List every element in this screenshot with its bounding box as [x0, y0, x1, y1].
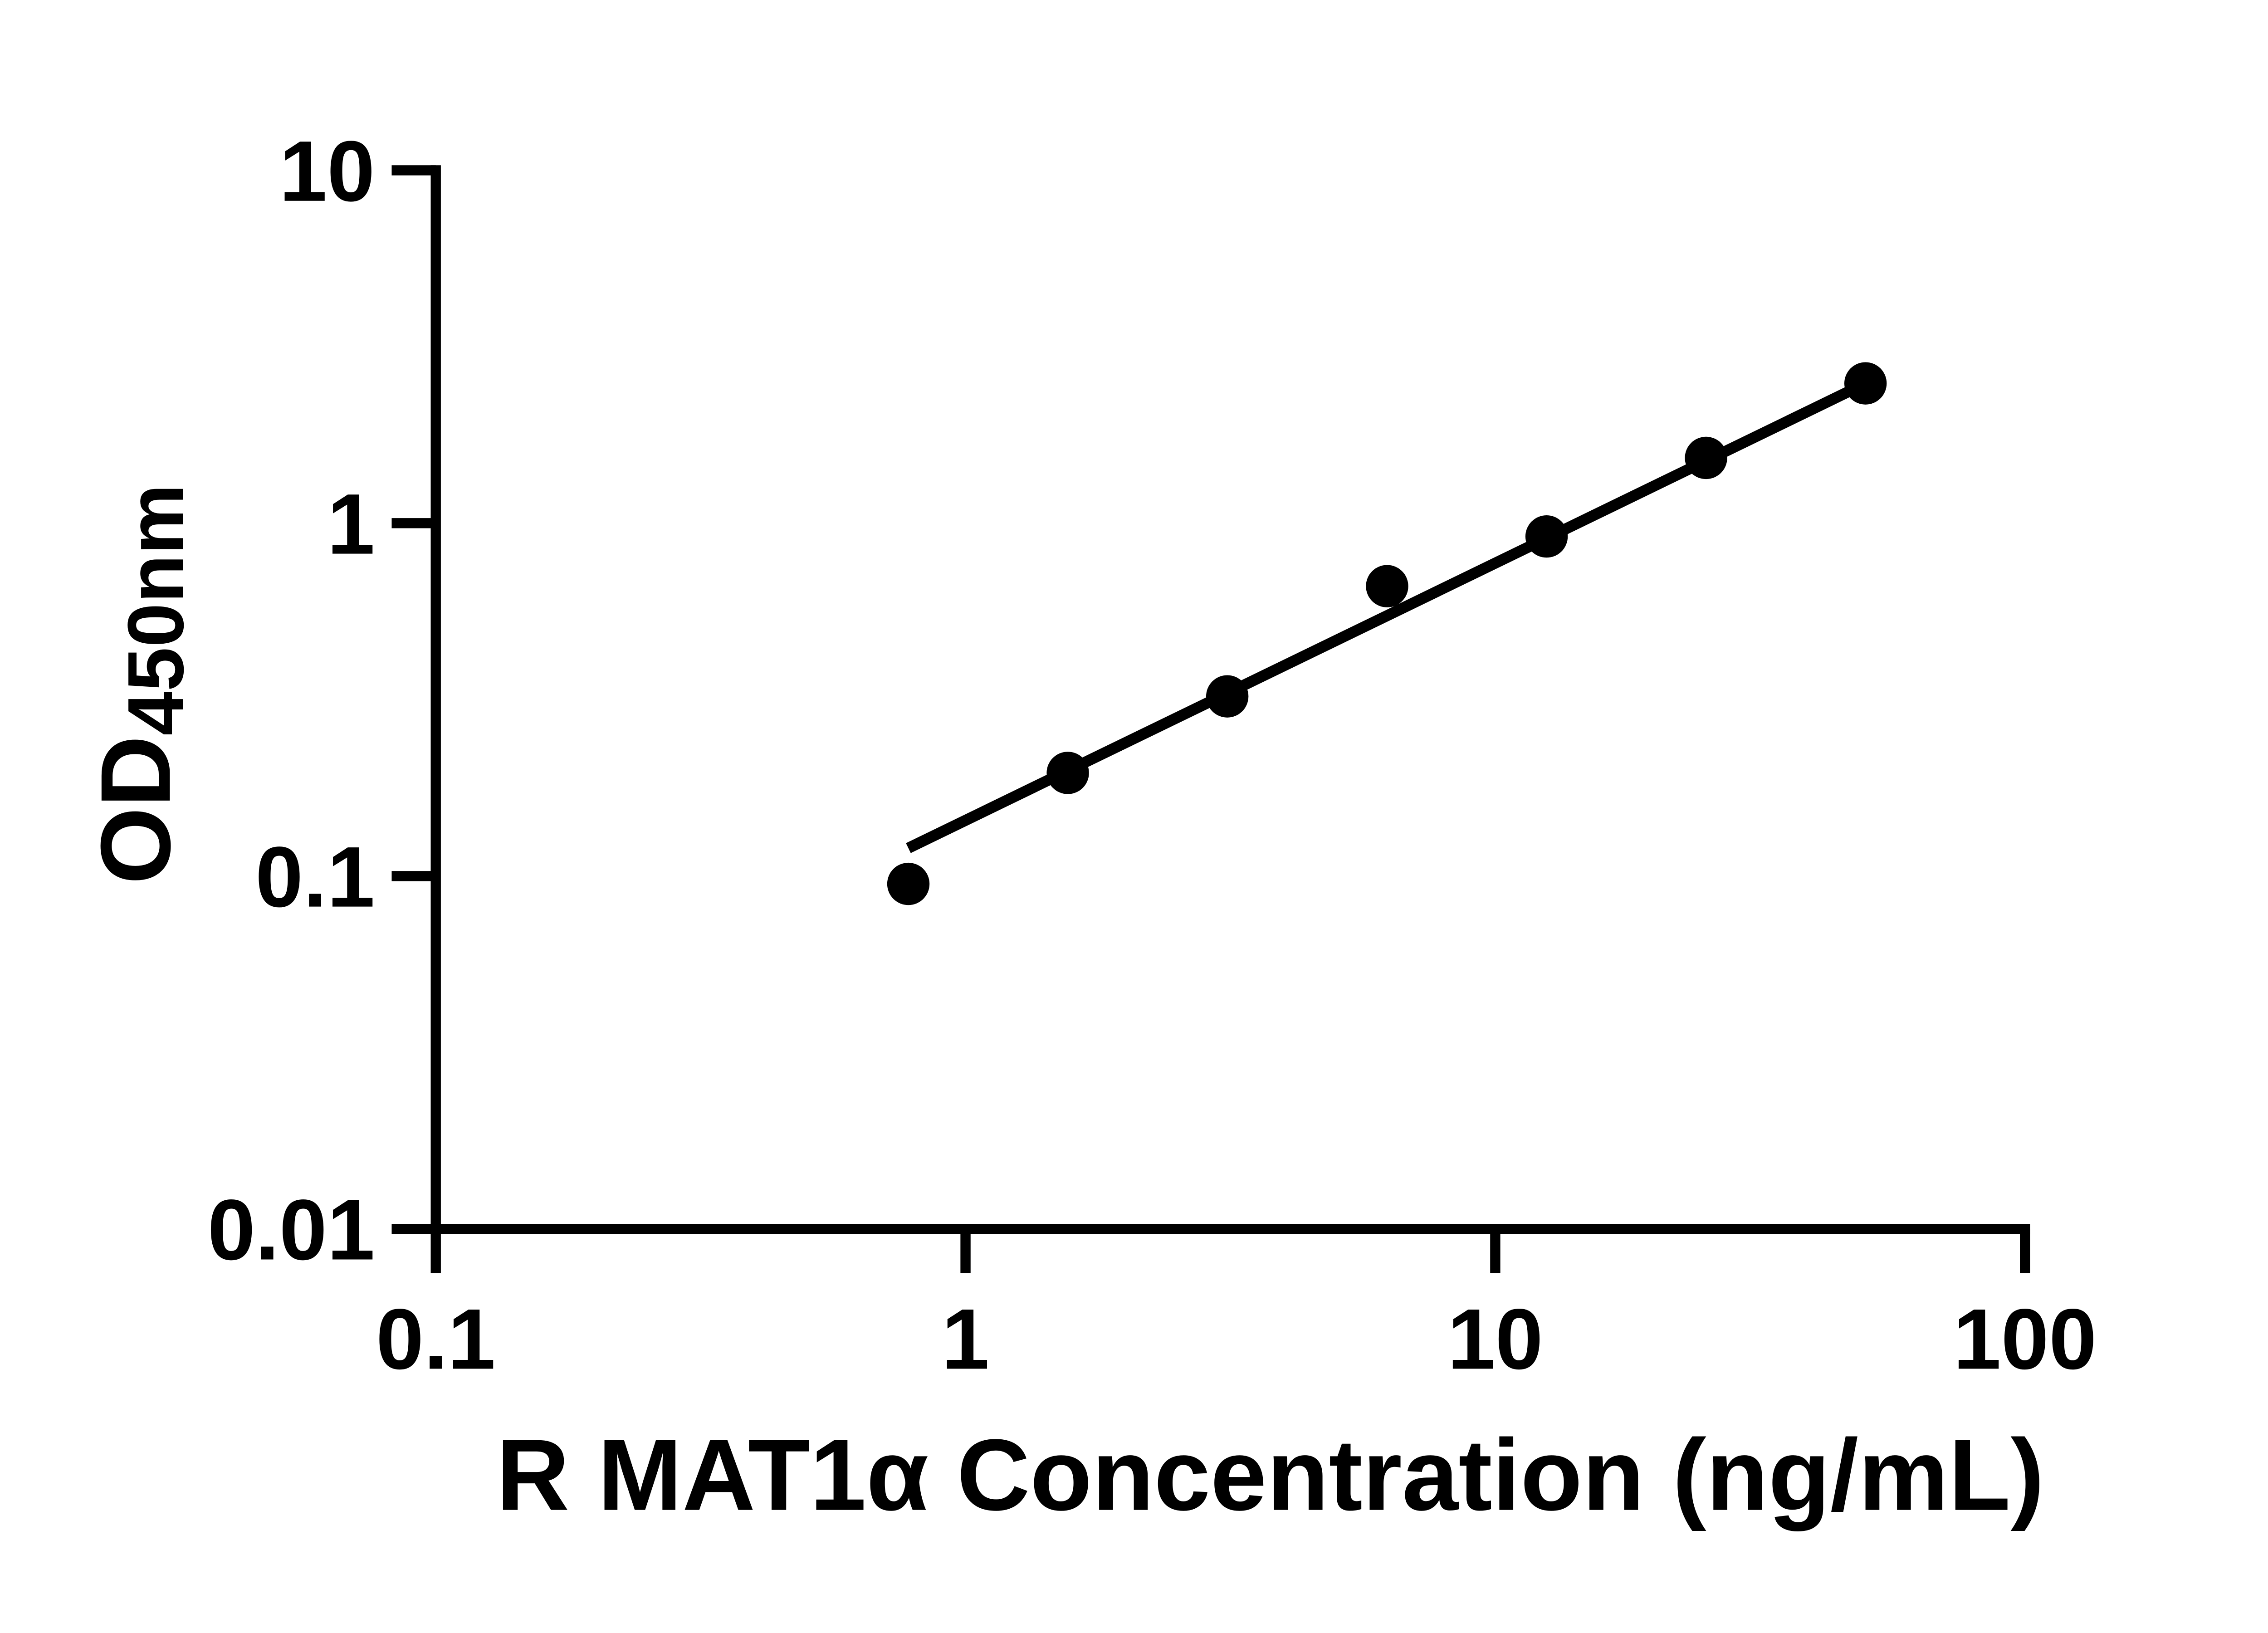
- data-point: [1525, 515, 1568, 558]
- x-tick-label-0: 0.1: [376, 1291, 496, 1387]
- data-point: [1046, 752, 1089, 794]
- data-point: [1844, 362, 1887, 405]
- y-tick-label-1: 1: [327, 476, 375, 572]
- data-point: [1206, 675, 1249, 718]
- y-tick-label-0: 10: [279, 123, 375, 220]
- y-tick-label-2: 0.1: [255, 829, 375, 925]
- x-axis-title: R MAT1α Concentration (ng/mL): [496, 1419, 2044, 1532]
- data-point: [1366, 565, 1408, 607]
- data-point: [887, 862, 930, 905]
- x-tick-label-1: 1: [942, 1291, 989, 1387]
- y-tick-label-3: 0.01: [207, 1182, 375, 1278]
- y-axis-title: OD450nm: [80, 484, 200, 885]
- data-point: [1685, 436, 1727, 479]
- x-tick-label-3: 100: [1953, 1291, 2097, 1387]
- y-axis-title-main: OD: [80, 735, 191, 884]
- x-tick-label-2: 10: [1447, 1291, 1543, 1387]
- y-axis-title-sub: 450nm: [112, 484, 200, 736]
